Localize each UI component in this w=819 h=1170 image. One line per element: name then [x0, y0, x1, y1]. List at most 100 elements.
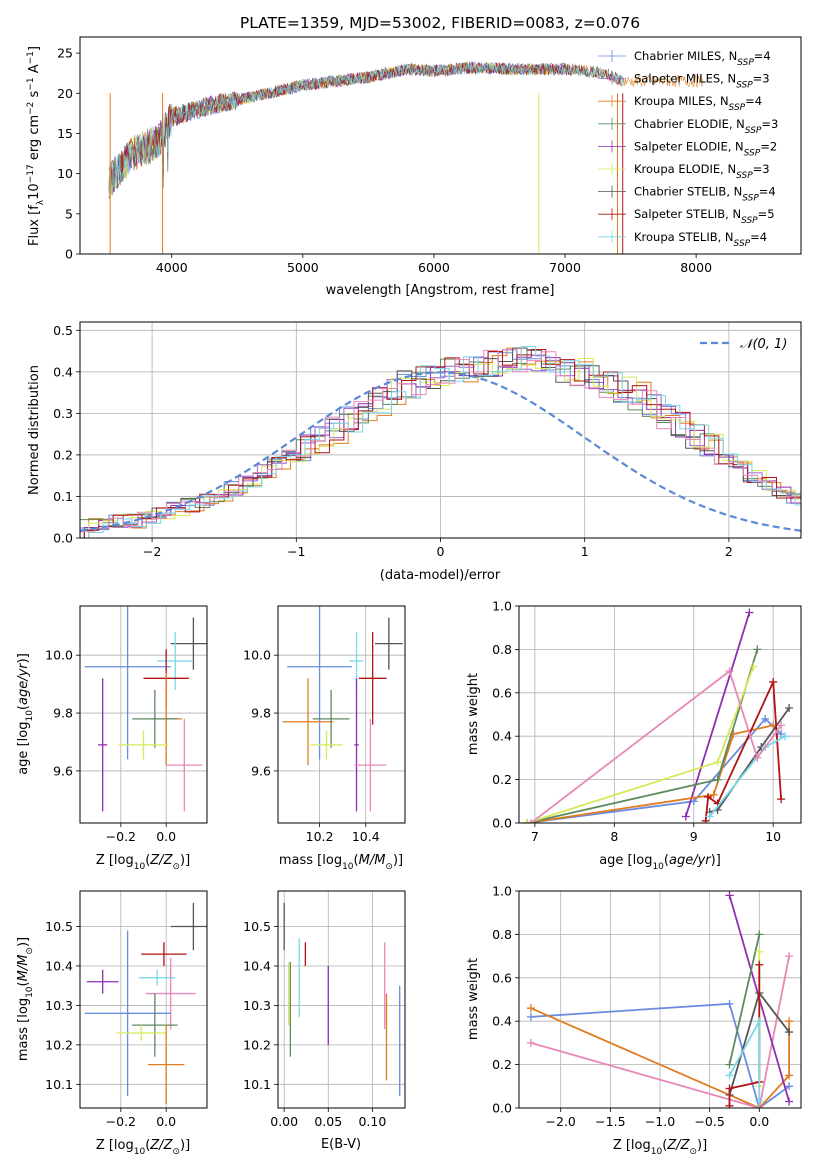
x-axis-label: mass [log10(M/M⊙)] [279, 853, 403, 872]
y-tick-label: 0.8 [492, 642, 512, 657]
x-tick-label: 4000 [156, 260, 188, 275]
axes-spectrum: 4000 5000 6000 7000 8000 0 5 10 15 20 25 [57, 36, 802, 275]
y-tick-label: 0.4 [492, 1014, 512, 1029]
axes-age_vs_Z: −0.2 0.0 9.6 9.8 10.0 [45, 605, 208, 844]
mass-weight-line [530, 955, 790, 1108]
mass-weight-marker [681, 812, 690, 821]
y-tick-label: 10.4 [243, 958, 271, 973]
legend-label: Salpeter MILES, NSSP=3 [634, 72, 770, 91]
mass-weight-marker [725, 999, 734, 1008]
mass-weight-marker [709, 790, 718, 799]
mass-weight-marker [704, 792, 713, 801]
axes-massweight_vs_age: 7 8 9 10 0.0 0.2 0.4 0.6 0.8 1.0 [492, 599, 802, 844]
y-tick-label: 0.6 [492, 685, 512, 700]
y-tick-label: 0.3 [53, 406, 73, 421]
mass-weight-marker [755, 1097, 764, 1106]
plot-area-age_vs_mass [282, 606, 403, 812]
axes-frame [79, 321, 802, 539]
residual-histogram [83, 348, 801, 538]
x-tick-label: 7 [531, 829, 539, 844]
y-tick-label: 1.0 [492, 884, 512, 899]
x-tick-label: 0 [437, 544, 445, 559]
y-tick-label: 10.1 [45, 1077, 73, 1092]
x-tick-label: −2.0 [546, 1114, 576, 1129]
legend-label: Salpeter STELIB, NSSP=5 [634, 207, 775, 226]
y-tick-label: 0.2 [492, 772, 512, 787]
mass-weight-marker [522, 819, 531, 823]
plot-area-residuals [80, 346, 801, 538]
y-tick-label: 0.4 [492, 729, 512, 744]
y-tick-label: 0 [65, 247, 73, 262]
x-tick-label: −1.0 [645, 1114, 675, 1129]
mass-weight-marker [713, 775, 722, 784]
mass-weight-marker [785, 703, 794, 712]
x-tick-label: −0.2 [106, 829, 136, 844]
x-axis-label: age [log10(age/yr)] [599, 853, 721, 872]
x-tick-label: 10.4 [352, 829, 380, 844]
x-axis-label: (data-model)/error [380, 568, 501, 583]
y-axis-label: mass weight [466, 673, 481, 755]
x-tick-label: −0.5 [694, 1114, 724, 1129]
mass-weight-marker [749, 662, 758, 671]
figure-title: PLATE=1359, MJD=53002, FIBERID=0083, z=0… [240, 14, 640, 32]
y-tick-label: 0.4 [53, 364, 73, 379]
y-axis-label: Normed distribution [27, 365, 42, 495]
mass-weight-marker [725, 891, 734, 900]
spectrum-series [108, 61, 623, 192]
x-tick-label: 6000 [418, 260, 450, 275]
y-tick-label: 10.5 [243, 919, 271, 934]
mass-weight-marker [785, 952, 794, 961]
y-tick-label: 0.2 [492, 1057, 512, 1072]
y-axis-label: age [log10(age/yr)] [16, 653, 35, 775]
x-tick-label: 1 [581, 544, 589, 559]
mass-weight-marker [725, 1084, 734, 1093]
x-axis-label: Z [log10(Z/Z⊙)] [96, 1138, 190, 1157]
legend-label: Kroupa ELODIE, NSSP=3 [634, 162, 770, 181]
x-tick-label: 0.0 [749, 1114, 769, 1129]
mass-weight-marker [725, 1060, 734, 1069]
mass-weight-marker [777, 721, 786, 730]
y-tick-label: 0.5 [53, 323, 73, 338]
y-tick-label: 0.0 [492, 1101, 512, 1116]
spectrum-series [108, 61, 703, 198]
mass-weight-marker [725, 667, 734, 676]
y-tick-label: 25 [57, 46, 73, 61]
mass-weight-marker [725, 1101, 734, 1108]
y-tick-label: 10 [57, 166, 73, 181]
residual-histogram [80, 349, 801, 538]
plot-area-spectrum [108, 61, 703, 254]
mass-weight-marker [785, 1071, 794, 1080]
y-tick-label: 10.0 [45, 648, 73, 663]
mass-weight-marker [769, 677, 778, 686]
x-tick-label: 7000 [549, 260, 581, 275]
mass-weight-marker [785, 1017, 794, 1026]
y-tick-label: 10.0 [243, 648, 271, 663]
y-tick-label: 10.1 [243, 1077, 271, 1092]
mass-weight-marker [526, 1038, 535, 1047]
y-tick-label: 9.6 [251, 763, 271, 778]
axes-age_vs_mass: 10.2 10.4 9.6 9.8 10.0 [243, 605, 406, 844]
legend-label: Chabrier MILES, NSSP=4 [634, 49, 771, 68]
mass-weight-line [530, 669, 782, 823]
x-tick-label: 9 [690, 829, 698, 844]
y-tick-label: 10.5 [45, 919, 73, 934]
mass-weight-marker [526, 1004, 535, 1013]
y-axis-label: mass [log10(M/M⊙)] [16, 937, 35, 1061]
y-tick-label: 9.8 [53, 706, 73, 721]
plot-area-mass_vs_EBV [283, 902, 401, 1097]
axes-frame [79, 36, 802, 255]
x-tick-label: 8000 [680, 260, 712, 275]
legend-label: Kroupa STELIB, NSSP=4 [634, 230, 767, 249]
x-tick-label: 0.10 [358, 1114, 386, 1129]
spectrum-series [108, 61, 625, 195]
mass-weight-line [526, 724, 774, 823]
y-tick-label: 15 [57, 126, 73, 141]
y-tick-label: 10.2 [45, 1037, 73, 1052]
x-axis-label: wavelength [Angstrom, rest frame] [326, 283, 555, 298]
mass-weight-line [526, 717, 782, 823]
x-tick-label: 0.0 [156, 1114, 176, 1129]
y-tick-label: 9.8 [251, 706, 271, 721]
mass-weight-marker [753, 753, 762, 762]
x-axis-label: Z [log10(Z/Z⊙)] [96, 853, 190, 872]
mass-weight-marker [755, 1017, 764, 1026]
